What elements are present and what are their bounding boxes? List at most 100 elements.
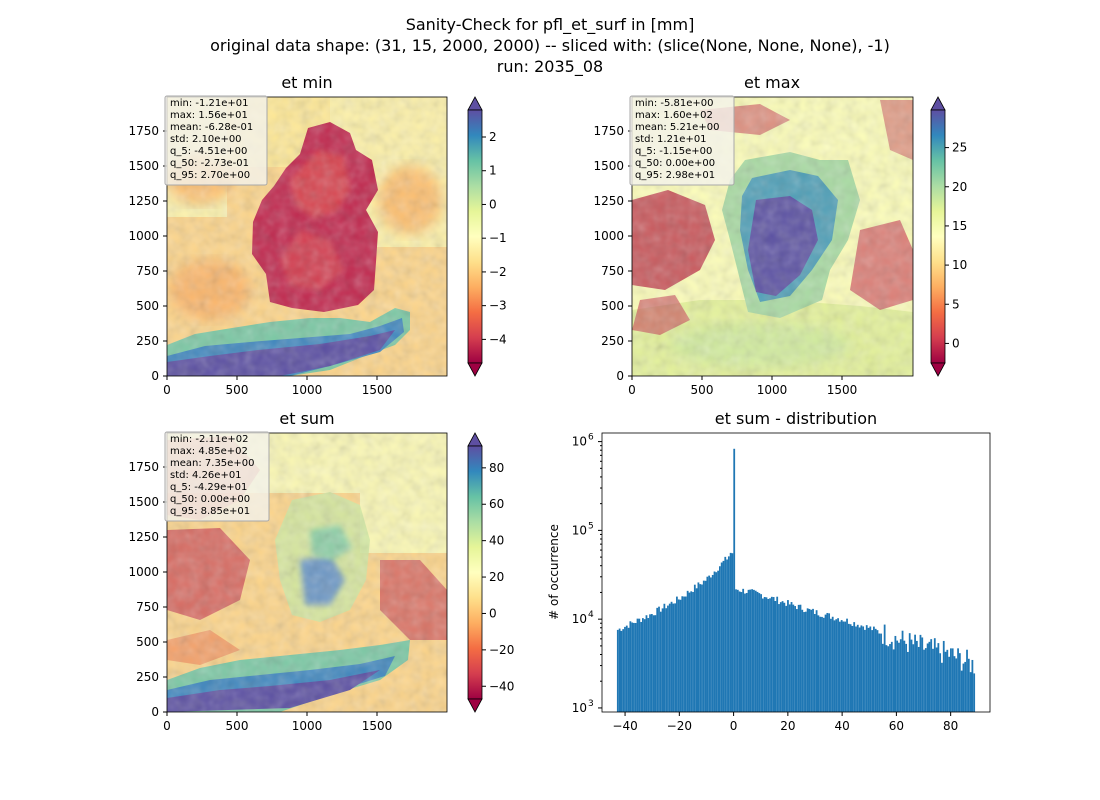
axes-et-sum-ticks: 0 500 1000 1500 0 250 500 750 1000 1250 … bbox=[128, 460, 392, 733]
histogram-bar bbox=[618, 628, 621, 712]
histogram-bar bbox=[964, 661, 967, 712]
histogram-bar bbox=[772, 597, 775, 712]
stats-box-et-min: min: -1.21e+01 max: 1.56e+01 mean: -6.28… bbox=[164, 95, 268, 186]
histogram-bar bbox=[937, 643, 940, 712]
stat-line: q_95: 8.85e+01 bbox=[170, 506, 250, 517]
panel-et-max: et max 0 500 1000 1500 bbox=[593, 73, 967, 397]
x-tick-label: 0 bbox=[628, 383, 636, 397]
histogram-bar bbox=[726, 559, 728, 712]
histogram-y-axis-label: # of occurrence bbox=[547, 524, 561, 620]
x-tick-label: 1500 bbox=[362, 383, 393, 397]
histogram-bar bbox=[692, 591, 694, 712]
axes-et-min-ticks: 0 500 1000 1500 0 250 500 750 1000 1250 … bbox=[128, 124, 392, 397]
histogram-bar bbox=[831, 616, 834, 712]
histogram-bar bbox=[668, 603, 671, 712]
histogram-bar bbox=[960, 670, 963, 712]
y-tick-label: 1750 bbox=[128, 460, 159, 474]
histogram-bar bbox=[969, 672, 972, 712]
histogram-bar bbox=[776, 596, 779, 712]
y-tick-label: 250 bbox=[601, 334, 624, 348]
colorbar-tick-label: 0 bbox=[489, 197, 497, 211]
histogram-bar bbox=[654, 615, 657, 712]
histogram-bar bbox=[903, 640, 906, 712]
histogram-bar bbox=[801, 609, 804, 712]
colorbar-tick-label: −4 bbox=[489, 332, 507, 346]
histogram-bar bbox=[717, 570, 719, 712]
colorbar-tick-label: −1 bbox=[489, 231, 507, 245]
histogram-bar bbox=[889, 644, 891, 712]
histogram-bar bbox=[686, 590, 689, 712]
histogram-bar bbox=[935, 647, 938, 712]
colorbar-tick-label: −20 bbox=[489, 643, 514, 657]
histogram-bar bbox=[749, 589, 752, 712]
colorbar-tick-label: 20 bbox=[489, 570, 504, 584]
histogram-bar bbox=[890, 641, 893, 712]
colorbar-ticks: 80 60 40 20 0 −20 −40 bbox=[482, 461, 514, 693]
histogram-bar bbox=[790, 602, 793, 712]
histogram-bar bbox=[751, 589, 754, 712]
histogram-bar bbox=[636, 618, 639, 712]
y-tick-label: 1250 bbox=[128, 194, 159, 208]
y-tick-label: 750 bbox=[136, 600, 159, 614]
figure-title-line-1: Sanity-Check for pfl_et_surf in [mm] bbox=[406, 15, 695, 35]
histogram-bar bbox=[735, 589, 737, 712]
histogram-bar bbox=[932, 648, 934, 712]
histogram-bar bbox=[860, 625, 863, 712]
colorbar-tick-label: 60 bbox=[489, 497, 504, 511]
histogram-bar bbox=[638, 618, 641, 712]
stats-box-et-sum: min: -2.11e+02 max: 4.85e+02 mean: 7.35e… bbox=[164, 431, 270, 522]
colorbar-tick-label: 15 bbox=[952, 219, 967, 233]
histogram-bar bbox=[967, 658, 970, 712]
stat-line: q_5: -4.29e+01 bbox=[170, 482, 247, 493]
x-tick-label: 40 bbox=[834, 719, 849, 733]
histogram-bar bbox=[627, 627, 630, 712]
histogram-bar bbox=[824, 614, 827, 712]
y-tick-label: 250 bbox=[136, 670, 159, 684]
histogram-bar bbox=[727, 556, 730, 712]
colorbar-tick-label: 10 bbox=[952, 258, 967, 272]
histogram-bar bbox=[699, 584, 702, 712]
histogram-bar bbox=[924, 648, 927, 712]
axes-et-max-ticks: 0 500 1000 1500 0 250 500 750 1000 1250 … bbox=[593, 124, 857, 397]
histogram-bar bbox=[715, 572, 718, 712]
figure-title-line-3: run: 2035_08 bbox=[497, 57, 603, 77]
histogram-bar bbox=[912, 644, 915, 712]
histogram-bar bbox=[622, 629, 625, 712]
histogram-bar bbox=[883, 624, 886, 712]
histogram-bar bbox=[708, 575, 711, 712]
histogram-bar bbox=[867, 627, 870, 712]
histogram-bar bbox=[783, 602, 786, 712]
y-tick-label: 500 bbox=[136, 635, 159, 649]
y-tick-label: 1500 bbox=[128, 495, 159, 509]
histogram-bar bbox=[856, 624, 859, 712]
histogram-bar bbox=[738, 591, 741, 712]
histogram-bar bbox=[629, 621, 632, 712]
x-tick-label: −20 bbox=[667, 719, 692, 733]
histogram-bar bbox=[910, 639, 913, 712]
histogram-bar bbox=[658, 606, 660, 712]
histogram-bar bbox=[690, 591, 693, 712]
histogram-bar bbox=[873, 626, 875, 712]
y-tick-label: 1500 bbox=[128, 159, 159, 173]
y-tick-label: 1250 bbox=[128, 530, 159, 544]
histogram-bar bbox=[830, 618, 832, 712]
histogram-title: et sum - distribution bbox=[715, 409, 877, 428]
histogram-bar bbox=[652, 615, 655, 712]
histogram-bar bbox=[676, 596, 678, 712]
x-tick-label: 60 bbox=[889, 719, 904, 733]
histogram-bar bbox=[781, 601, 784, 712]
y-tick-label: 750 bbox=[601, 264, 624, 278]
figure-title-line-2: original data shape: (31, 15, 2000, 2000… bbox=[210, 36, 890, 55]
histogram-bar bbox=[833, 620, 836, 712]
x-tick-label: 500 bbox=[226, 719, 249, 733]
histogram-bar bbox=[804, 611, 807, 712]
stat-line: mean: 7.35e+00 bbox=[170, 458, 254, 469]
colorbar-et-min: 2 1 0 −1 −2 −3 −4 bbox=[467, 96, 507, 377]
histogram-bar bbox=[661, 608, 664, 712]
stat-line: q_50: 0.00e+00 bbox=[635, 158, 715, 169]
stat-line: max: 1.56e+01 bbox=[170, 110, 248, 121]
histogram-bar bbox=[919, 634, 922, 712]
panel-et-sum-title: et sum bbox=[279, 409, 334, 428]
colorbar-tick-label: 2 bbox=[489, 130, 497, 144]
x-tick-label: 500 bbox=[226, 383, 249, 397]
